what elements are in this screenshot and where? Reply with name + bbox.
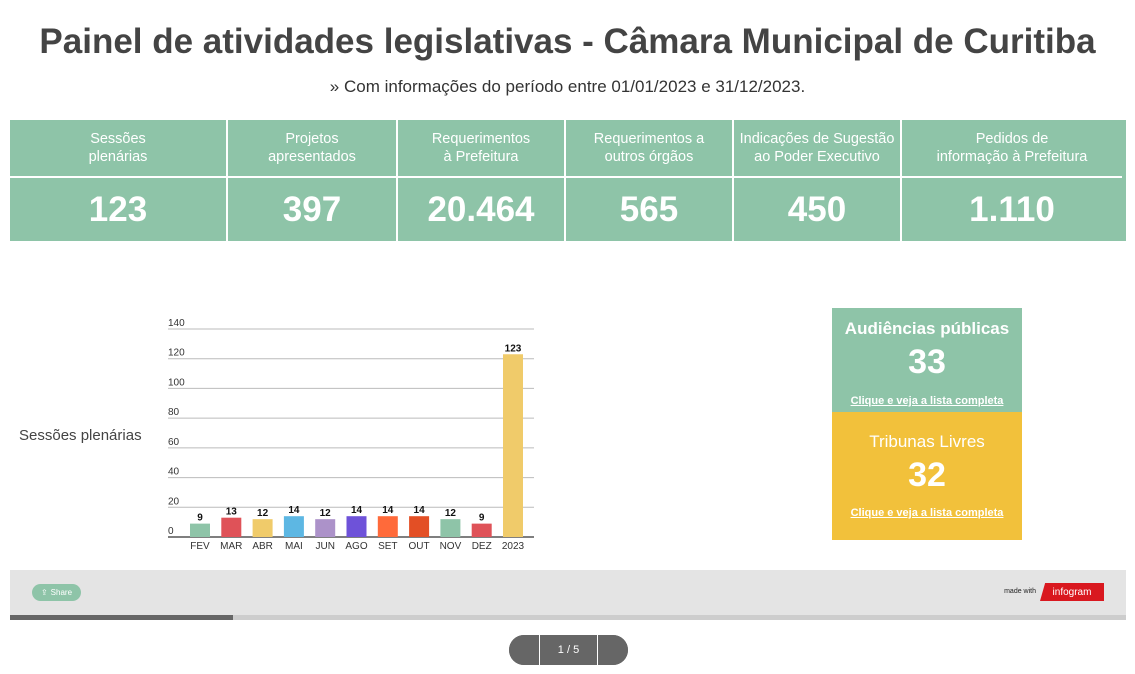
stat-value: 1.110 bbox=[969, 189, 1055, 229]
data-label: 14 bbox=[351, 505, 363, 516]
x-tick-label: OUT bbox=[409, 541, 430, 552]
stat-card: Requerimentos a outros órgãos 565 bbox=[566, 120, 734, 241]
progress-fill bbox=[10, 615, 234, 620]
stat-label: Requerimentos a outros órgãos bbox=[566, 120, 732, 178]
y-tick-label: 140 bbox=[168, 318, 185, 329]
audiencias-link[interactable]: Clique e veja a lista completa bbox=[850, 395, 1004, 407]
stat-card: Indicações de Sugestão ao Poder Executiv… bbox=[734, 120, 902, 241]
bar bbox=[221, 517, 242, 537]
stat-label: Requerimentos à Prefeitura bbox=[398, 120, 564, 178]
data-label: 123 bbox=[505, 343, 522, 354]
tribunas-value: 32 bbox=[908, 456, 946, 494]
y-tick-label: 80 bbox=[168, 407, 180, 418]
audiencias-box: Audiências públicas 33 Clique e veja a l… bbox=[832, 308, 1022, 412]
y-tick-label: 20 bbox=[168, 496, 180, 507]
bar bbox=[471, 523, 492, 537]
y-tick-label: 120 bbox=[168, 348, 185, 359]
x-tick-label: SET bbox=[378, 541, 397, 552]
x-tick-label: 2023 bbox=[502, 541, 525, 552]
infogram-logo[interactable]: infogram bbox=[1040, 583, 1104, 601]
data-label: 14 bbox=[414, 505, 426, 516]
stat-label: Indicações de Sugestão ao Poder Executiv… bbox=[734, 120, 900, 178]
progress-bar bbox=[10, 615, 1126, 620]
audiencias-value: 33 bbox=[908, 343, 946, 381]
x-tick-label: NOV bbox=[440, 541, 462, 552]
made-with-text: made with bbox=[1004, 588, 1036, 595]
audiencias-title: Audiências públicas bbox=[844, 319, 1010, 338]
x-tick-label: MAI bbox=[285, 541, 303, 552]
page-title: Painel de atividades legislativas - Câma… bbox=[39, 22, 1096, 61]
prev-page-button[interactable] bbox=[509, 635, 539, 665]
stat-label: Pedidos de informação à Prefeitura bbox=[902, 120, 1122, 178]
stat-card: Projetos apresentados 397 bbox=[228, 120, 398, 241]
bar bbox=[377, 516, 398, 537]
data-label: 14 bbox=[288, 505, 300, 516]
side-panel: Audiências públicas 33 Clique e veja a l… bbox=[832, 308, 1022, 540]
x-tick-label: AGO bbox=[345, 541, 367, 552]
bar bbox=[252, 519, 273, 537]
data-label: 13 bbox=[226, 507, 238, 518]
page-indicator: 1 / 5 bbox=[539, 635, 598, 665]
stat-value: 565 bbox=[619, 189, 679, 229]
page-subtitle: » Com informações do período entre 01/01… bbox=[329, 77, 806, 96]
stats-bar: Sessões plenárias 123 Projetos apresentado… bbox=[10, 120, 1126, 241]
bar bbox=[190, 523, 210, 537]
stat-card: Sessões plenárias 123 bbox=[10, 120, 228, 241]
tribunas-link[interactable]: Clique e veja a lista completa bbox=[850, 507, 1004, 519]
stat-card: Requerimentos à Prefeitura 20.464 bbox=[398, 120, 566, 241]
stat-value: 397 bbox=[282, 189, 342, 229]
data-label: 9 bbox=[197, 513, 203, 524]
share-button[interactable]: ⇪ Share bbox=[32, 584, 81, 601]
bar bbox=[315, 519, 336, 537]
y-tick-label: 0 bbox=[168, 526, 174, 537]
bar bbox=[409, 516, 430, 537]
stat-value: 450 bbox=[787, 189, 847, 229]
share-label: Share bbox=[50, 588, 73, 597]
stat-value: 123 bbox=[88, 189, 148, 229]
x-tick-label: ABR bbox=[252, 541, 273, 552]
pager: 1 / 5 bbox=[509, 635, 628, 665]
data-label: 14 bbox=[382, 505, 394, 516]
data-label: 12 bbox=[257, 508, 269, 519]
x-tick-label: MAR bbox=[220, 541, 242, 552]
tribunas-title: Tribunas Livres bbox=[869, 432, 985, 451]
y-tick-label: 100 bbox=[168, 377, 185, 388]
bar bbox=[346, 516, 367, 537]
stat-card: Pedidos de informação à Prefeitura 1.110 bbox=[902, 120, 1122, 241]
bar-chart: 0 20 40 60 80 100 120 140 9 FEV 13 MAR 12 ABR 14 MAI 12 J… bbox=[168, 318, 534, 552]
data-label: 12 bbox=[445, 508, 457, 519]
stat-value: 20.464 bbox=[427, 189, 535, 229]
stat-label: Projetos apresentados bbox=[228, 120, 396, 178]
bar bbox=[503, 354, 523, 537]
x-tick-label: FEV bbox=[190, 541, 210, 552]
bar bbox=[283, 516, 304, 537]
chart-label: Sessões plenárias bbox=[19, 427, 142, 444]
stat-label: Sessões plenárias bbox=[10, 120, 226, 178]
tribunas-box: Tribunas Livres 32 Clique e veja a lista… bbox=[832, 412, 1022, 540]
footer: ⇪ Share made with infogram bbox=[10, 570, 1126, 615]
data-label: 12 bbox=[320, 508, 332, 519]
x-tick-label: DEZ bbox=[472, 541, 492, 552]
bar bbox=[440, 519, 461, 537]
y-tick-label: 60 bbox=[168, 437, 180, 448]
data-label: 9 bbox=[479, 513, 485, 524]
share-icon: ⇪ bbox=[40, 588, 48, 597]
x-tick-label: JUN bbox=[315, 541, 334, 552]
y-tick-label: 40 bbox=[168, 467, 180, 478]
next-page-button[interactable] bbox=[598, 635, 628, 665]
